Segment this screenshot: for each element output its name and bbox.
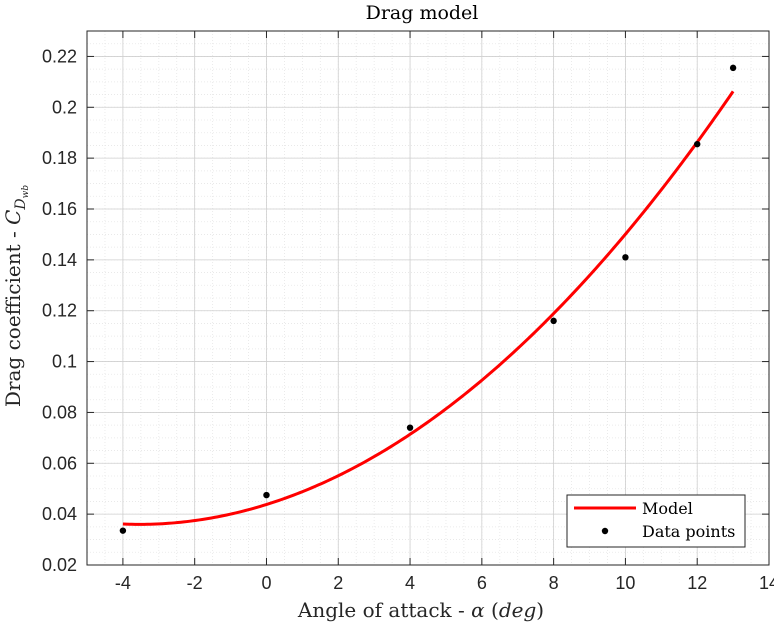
model-curve — [122, 90, 735, 526]
legend: Model Data points — [566, 494, 746, 548]
data-point — [263, 491, 270, 499]
y-tick-label: 0.02 — [42, 555, 77, 575]
series-layer — [119, 64, 737, 534]
x-axis-label: Angle of attack - α (deg) — [297, 598, 544, 622]
data-point — [550, 317, 557, 325]
data-point — [694, 140, 701, 148]
legend-data-points-swatch — [601, 527, 609, 535]
y-tick-label: 0.12 — [42, 301, 77, 321]
x-tick-label: 8 — [549, 573, 559, 593]
ticks-layer: -4 -2 0 2 4 6 8 10 12 14 0.02 0.04 0.06 0.08 0.1 0.12 0.… — [42, 31, 774, 593]
x-tick-label: 10 — [615, 573, 635, 593]
x-tick-label: 14 — [759, 573, 774, 593]
x-tick-label: 2 — [333, 573, 343, 593]
data-point — [406, 424, 414, 431]
y-tick-label: 0.2 — [52, 97, 77, 117]
y-tick-label: 0.22 — [42, 46, 77, 66]
legend-box — [566, 494, 746, 548]
data-point — [729, 64, 737, 72]
y-tick-label: 0.06 — [42, 453, 77, 473]
plot-frame — [86, 30, 770, 566]
legend-data-points-label: Data points — [642, 522, 735, 541]
y-tick-label: 0.1 — [52, 352, 77, 372]
y-axis-label: Drag coefficient - CDwb — [1, 185, 31, 407]
legend-model-label: Model — [642, 499, 693, 518]
x-tick-label: -2 — [187, 573, 203, 593]
y-tick-label: 0.08 — [42, 402, 77, 422]
y-tick-label: 0.14 — [42, 250, 77, 270]
y-tick-label: 0.16 — [42, 199, 77, 219]
x-tick-label: 0 — [261, 573, 271, 593]
x-tick-label: 12 — [687, 573, 707, 593]
x-tick-label: -4 — [115, 573, 131, 593]
y-tick-label: 0.18 — [42, 148, 77, 168]
x-tick-label: 6 — [477, 573, 487, 593]
x-tick-label: 4 — [405, 573, 415, 593]
y-tick-label: 0.04 — [42, 504, 77, 524]
data-point — [119, 527, 127, 534]
data-point — [622, 254, 629, 261]
chart-title: Drag model — [366, 2, 479, 24]
